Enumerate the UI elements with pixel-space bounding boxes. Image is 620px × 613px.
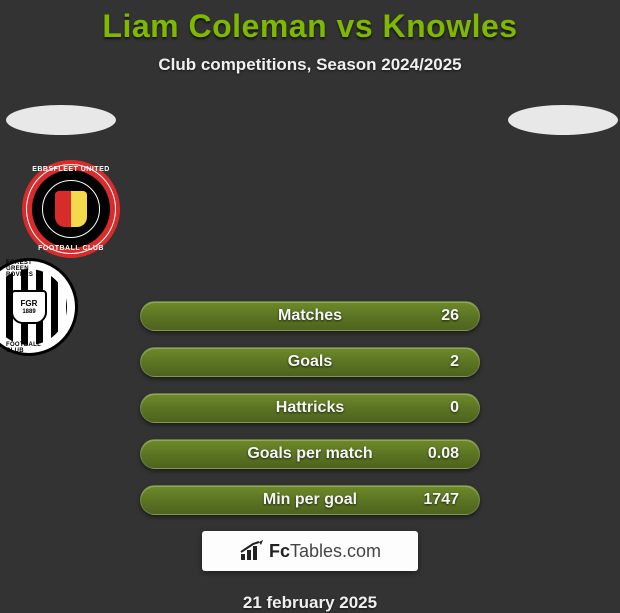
stat-label: Min per goal	[263, 491, 357, 509]
stat-row: Min per goal 1747	[140, 485, 480, 515]
badge-right-year: 1889	[22, 309, 35, 315]
watermark-logo: FcTables.com	[202, 531, 418, 571]
watermark-text-bold: Fc	[269, 541, 290, 561]
stat-value-right: 0	[419, 399, 459, 417]
stat-row: Goals 2	[140, 347, 480, 377]
badge-right-abbrev: FGR	[21, 300, 38, 308]
stat-rows: Matches 26 Goals 2 Hattricks 0 Goals per…	[140, 301, 480, 515]
stat-label: Goals	[288, 353, 332, 371]
stat-row: Hattricks 0	[140, 393, 480, 423]
badge-left-text-bottom: FOOTBALL CLUB	[38, 245, 104, 252]
bar-chart-icon	[239, 540, 265, 562]
badge-left-text-top: EBBSFLEET UNITED	[32, 166, 110, 173]
badge-left-shield-icon	[55, 191, 87, 227]
comparison-panel: EBBSFLEET UNITED FOOTBALL CLUB FOREST GR…	[0, 105, 620, 613]
stat-value-right: 1747	[419, 491, 459, 509]
stat-value-right: 0.08	[419, 445, 459, 463]
player-photo-left	[6, 105, 116, 135]
stat-value-right: 26	[419, 307, 459, 325]
footer-date: 21 february 2025	[0, 593, 620, 613]
stat-label: Matches	[278, 307, 342, 325]
stat-label: Goals per match	[247, 445, 372, 463]
stat-label: Hattricks	[276, 399, 344, 417]
page-title: Liam Coleman vs Knowles	[0, 8, 620, 45]
club-badge-left: EBBSFLEET UNITED FOOTBALL CLUB	[22, 160, 120, 258]
watermark-text-light: Tables.com	[290, 541, 381, 561]
stat-row: Goals per match 0.08	[140, 439, 480, 469]
player-photo-right	[508, 105, 618, 135]
badge-right-text-bottom: FOOTBALL CLUB	[6, 342, 52, 354]
badge-right-text-top: FOREST GREEN ROVERS	[6, 260, 52, 278]
page-subtitle: Club competitions, Season 2024/2025	[0, 55, 620, 75]
badge-right-center: FGR 1889	[11, 290, 47, 324]
stat-row: Matches 26	[140, 301, 480, 331]
club-badge-right: FOREST GREEN ROVERS FGR 1889 FOOTBALL CL…	[0, 258, 78, 356]
stat-value-right: 2	[419, 353, 459, 371]
